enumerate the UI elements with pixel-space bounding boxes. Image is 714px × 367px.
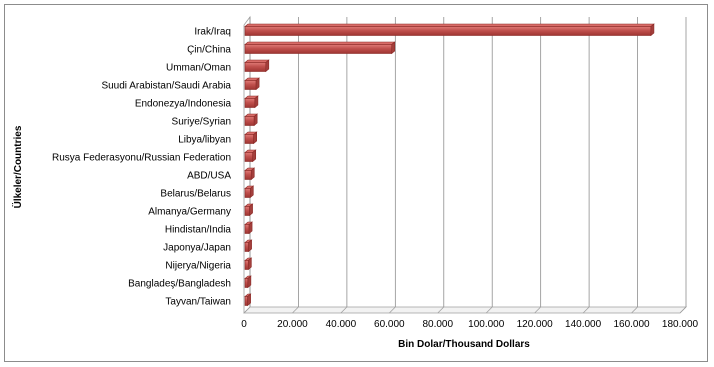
plot-back-wall [243, 15, 687, 314]
bar [244, 95, 259, 109]
bar-front-face [244, 80, 257, 90]
bar [244, 293, 252, 307]
x-tick-label: 0 [241, 319, 247, 330]
gridline-floor [243, 306, 251, 314]
bar-end-face [248, 221, 253, 235]
bar [244, 59, 270, 73]
bar [244, 149, 257, 163]
bar-front-face [244, 296, 248, 306]
x-tick-label: 140.000 [565, 319, 602, 330]
category-label: Tayvan/Taiwan [165, 297, 231, 308]
bar-front-face [244, 224, 250, 234]
bar [244, 221, 253, 235]
category-label: Endonezya/Indonesia [135, 99, 232, 110]
bar [244, 185, 255, 199]
category-label: Umman/Oman [166, 63, 231, 74]
bar-front-face [244, 152, 254, 162]
bar-top-face [244, 59, 270, 63]
gridline-floor [679, 306, 687, 314]
gridline-floor [389, 306, 396, 314]
bar-front-face [244, 26, 652, 36]
category-label: Suudi Arabistan/Saudi Arabia [101, 81, 231, 92]
bar-front-face [244, 206, 250, 216]
bar-front-face [244, 278, 249, 288]
x-tick-label: 40.000 [326, 319, 357, 330]
gridline-floor [340, 306, 348, 314]
bar [244, 113, 259, 127]
bar-end-face [247, 275, 252, 289]
category-label: Irak/Iraq [194, 27, 231, 38]
x-tick-label: 60.000 [374, 319, 405, 330]
category-label: Libya/libyan [178, 135, 231, 146]
bar-front-face [244, 170, 252, 180]
category-label: Hindistan/India [165, 225, 232, 236]
x-tick-labels: 0 20.000 40.000 60.000 80.000 100.000 120.000 1… [241, 319, 698, 330]
bars [244, 23, 655, 307]
bar-front-face [244, 44, 393, 54]
bar-front-face [244, 188, 251, 198]
category-label: ABD/USA [187, 171, 231, 182]
category-label: Bangladeş/Bangladesh [128, 279, 231, 290]
category-label: Rusya Federasyonu/Russian Federation [52, 153, 231, 164]
bar [244, 23, 655, 37]
bar-front-face [244, 242, 249, 252]
bar [244, 239, 253, 253]
x-tick-label: 80.000 [422, 319, 453, 330]
bar [244, 41, 396, 55]
gridline-floor [582, 306, 590, 314]
bar-end-face [253, 113, 258, 127]
bar-top-face [244, 23, 655, 27]
bar-end-face [650, 23, 655, 37]
bar-front-face [244, 62, 267, 72]
bar-front-face [244, 134, 254, 144]
category-labels: Irak/Iraq Çin/China Umman/Oman Suudi Arabis… [52, 27, 231, 308]
category-label: Suriye/Syrian [172, 117, 231, 128]
bar-end-face [255, 77, 260, 91]
bar-end-face [391, 41, 396, 55]
bar [244, 167, 256, 181]
bar [244, 131, 258, 145]
category-label: Almanya/Germany [148, 207, 231, 218]
bar [244, 257, 253, 271]
gridline-floor [631, 306, 638, 314]
category-label: Çin/China [187, 45, 231, 56]
gridline-floor [437, 306, 445, 314]
x-tick-label: 120.000 [517, 319, 554, 330]
bar [244, 77, 260, 91]
y-axis-title: Ülkeler/Countries [11, 125, 24, 208]
x-tick-label: 100.000 [468, 319, 505, 330]
bar-top-face [244, 41, 396, 45]
bar-end-face [248, 257, 252, 271]
gridlines [243, 17, 687, 314]
bar-end-face [249, 203, 253, 217]
bar-end-face [252, 149, 257, 163]
bar [244, 275, 252, 289]
plot-floor [243, 306, 687, 314]
bar-end-face [254, 95, 259, 109]
x-tick-label: 180.000 [662, 319, 699, 330]
bar-end-face [249, 185, 254, 199]
bar-end-face [250, 167, 255, 181]
gridline-floor [292, 306, 299, 314]
category-label: Belarus/Belarus [160, 189, 231, 200]
bar-front-face [244, 116, 255, 126]
bar-end-face [265, 59, 270, 73]
x-tick-label: 20.000 [277, 319, 308, 330]
gridline-floor [485, 306, 493, 314]
bar-end-face [248, 239, 252, 253]
gridline-floor [534, 306, 541, 314]
x-tick-label: 160.000 [613, 319, 650, 330]
bar [244, 203, 254, 217]
category-label: Japonya/Japan [163, 243, 231, 254]
category-label: Nijerya/Nigeria [165, 261, 231, 272]
bar-front-face [244, 98, 256, 108]
chart-frame [4, 4, 708, 362]
bar-end-face [247, 293, 251, 307]
x-axis-title: Bin Dolar/Thousand Dollars [398, 339, 530, 350]
bar-front-face [244, 260, 249, 270]
bar-end-face [253, 131, 257, 145]
